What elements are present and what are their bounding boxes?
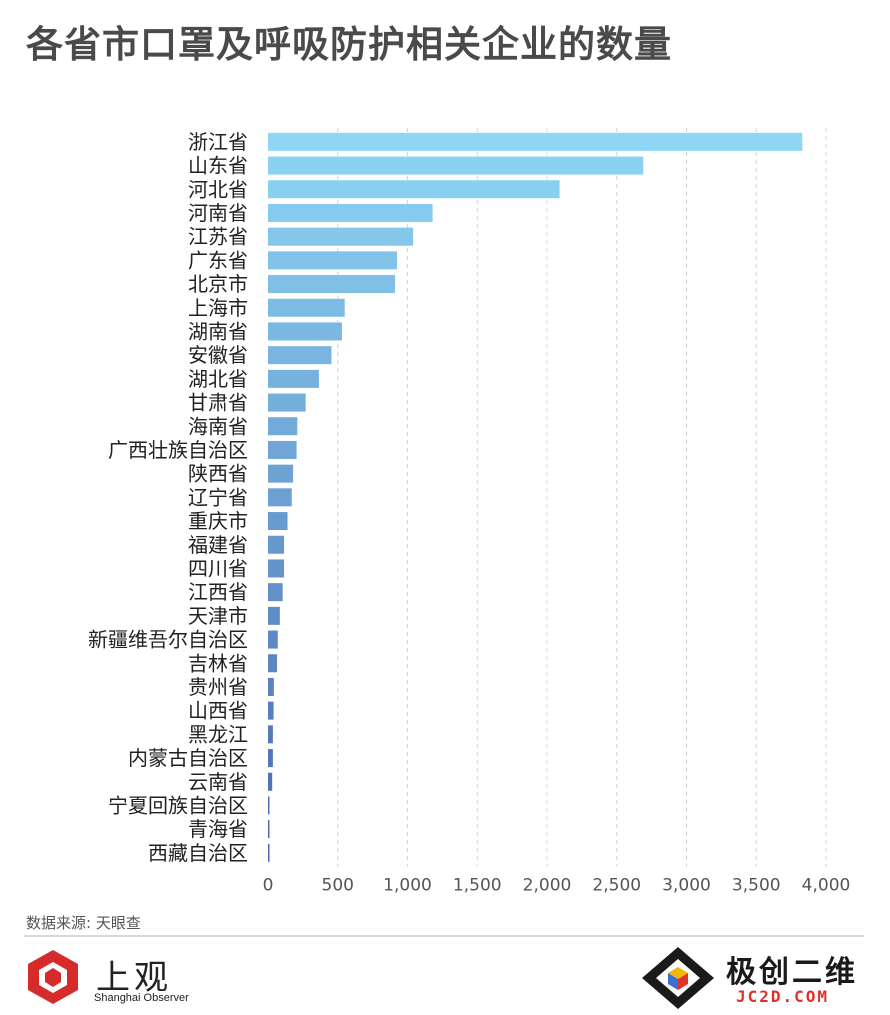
logo-right-sub: JC2D.COM xyxy=(736,987,830,1006)
category-label: 福建省 xyxy=(188,533,248,557)
category-label: 海南省 xyxy=(188,414,248,438)
x-tick-label: 1,500 xyxy=(453,876,502,896)
bar xyxy=(268,227,414,246)
chart-title: 各省市口罩及呼吸防护相关企业的数量 xyxy=(26,23,672,66)
category-label: 天津市 xyxy=(188,604,248,628)
logo-left-sub: Shanghai Observer xyxy=(94,992,189,1004)
bar xyxy=(268,322,342,341)
bar xyxy=(268,369,319,388)
category-label: 新疆维吾尔自治区 xyxy=(88,628,248,652)
category-label: 内蒙古自治区 xyxy=(128,746,248,770)
bar xyxy=(268,417,298,436)
x-tick-label: 3,500 xyxy=(732,876,781,896)
bar xyxy=(268,180,560,199)
bar xyxy=(268,701,274,720)
bar xyxy=(268,654,278,673)
x-tick-label: 500 xyxy=(322,876,354,896)
category-label: 贵州省 xyxy=(188,675,248,699)
bar xyxy=(268,559,285,578)
category-label: 广西壮族自治区 xyxy=(108,438,248,462)
category-label: 吉林省 xyxy=(188,651,248,675)
bar xyxy=(268,630,278,649)
bar xyxy=(268,298,345,317)
bar xyxy=(268,440,297,459)
x-tick-label: 0 xyxy=(263,876,274,896)
category-label: 河南省 xyxy=(188,201,248,225)
category-label: 湖南省 xyxy=(188,319,248,343)
bar xyxy=(268,512,288,531)
category-label: 辽宁省 xyxy=(188,485,248,509)
bar xyxy=(268,606,280,625)
category-label: 山东省 xyxy=(188,154,248,178)
x-tick-label: 4,000 xyxy=(802,876,851,896)
bar xyxy=(268,820,270,839)
bar xyxy=(268,843,270,862)
bar xyxy=(268,772,273,791)
bar xyxy=(268,156,644,175)
category-label: 青海省 xyxy=(188,817,248,841)
data-source: 数据来源: 天眼查 xyxy=(26,914,141,932)
bar xyxy=(268,275,395,294)
bar-chart: 0 500 1,000 1,500 2,000 2,500 3,000 3,500 4,000 浙… xyxy=(88,128,851,896)
category-label: 安徽省 xyxy=(188,343,248,367)
category-label: 山西省 xyxy=(188,699,248,723)
bar xyxy=(268,132,803,151)
category-label: 黑龙江 xyxy=(188,722,248,746)
bar xyxy=(268,677,274,696)
bar xyxy=(268,583,283,602)
category-label: 陕西省 xyxy=(188,462,248,486)
logo-right-name: 极创二维 xyxy=(726,955,858,990)
logo-left-name: 上观 xyxy=(96,958,172,998)
category-label: 上海市 xyxy=(188,296,248,320)
bar xyxy=(268,346,332,365)
x-tick-label: 2,000 xyxy=(523,876,572,896)
category-label: 江西省 xyxy=(188,580,248,604)
jc2d-logo: 极创二维 JC2D.COM xyxy=(640,945,885,1011)
bar xyxy=(268,749,273,768)
bar xyxy=(268,796,270,815)
category-label: 北京市 xyxy=(188,272,248,296)
category-label: 广东省 xyxy=(188,248,248,272)
x-tick-label: 1,000 xyxy=(383,876,432,896)
bar xyxy=(268,251,398,270)
bar xyxy=(268,488,292,507)
category-label: 江苏省 xyxy=(188,225,248,249)
bar xyxy=(268,725,273,744)
category-label: 湖北省 xyxy=(188,367,248,391)
category-label: 四川省 xyxy=(188,556,248,580)
observer-emblem-icon xyxy=(28,950,78,1004)
bar xyxy=(268,203,433,222)
category-label: 宁夏回族自治区 xyxy=(108,793,248,817)
category-label: 甘肃省 xyxy=(188,391,248,415)
bar xyxy=(268,535,285,554)
jc2d-cube-icon xyxy=(642,947,714,1009)
bar xyxy=(268,393,306,412)
divider xyxy=(24,935,864,937)
category-label: 河北省 xyxy=(188,177,248,201)
category-label: 浙江省 xyxy=(188,130,248,154)
category-label: 重庆市 xyxy=(188,509,248,533)
shanghai-observer-logo: 上观 Shanghai Observer xyxy=(24,948,224,1008)
bar xyxy=(268,464,294,483)
category-label: 西藏自治区 xyxy=(148,841,248,865)
x-tick-label: 3,000 xyxy=(662,876,711,896)
category-label: 云南省 xyxy=(188,770,248,794)
x-tick-label: 2,500 xyxy=(592,876,641,896)
